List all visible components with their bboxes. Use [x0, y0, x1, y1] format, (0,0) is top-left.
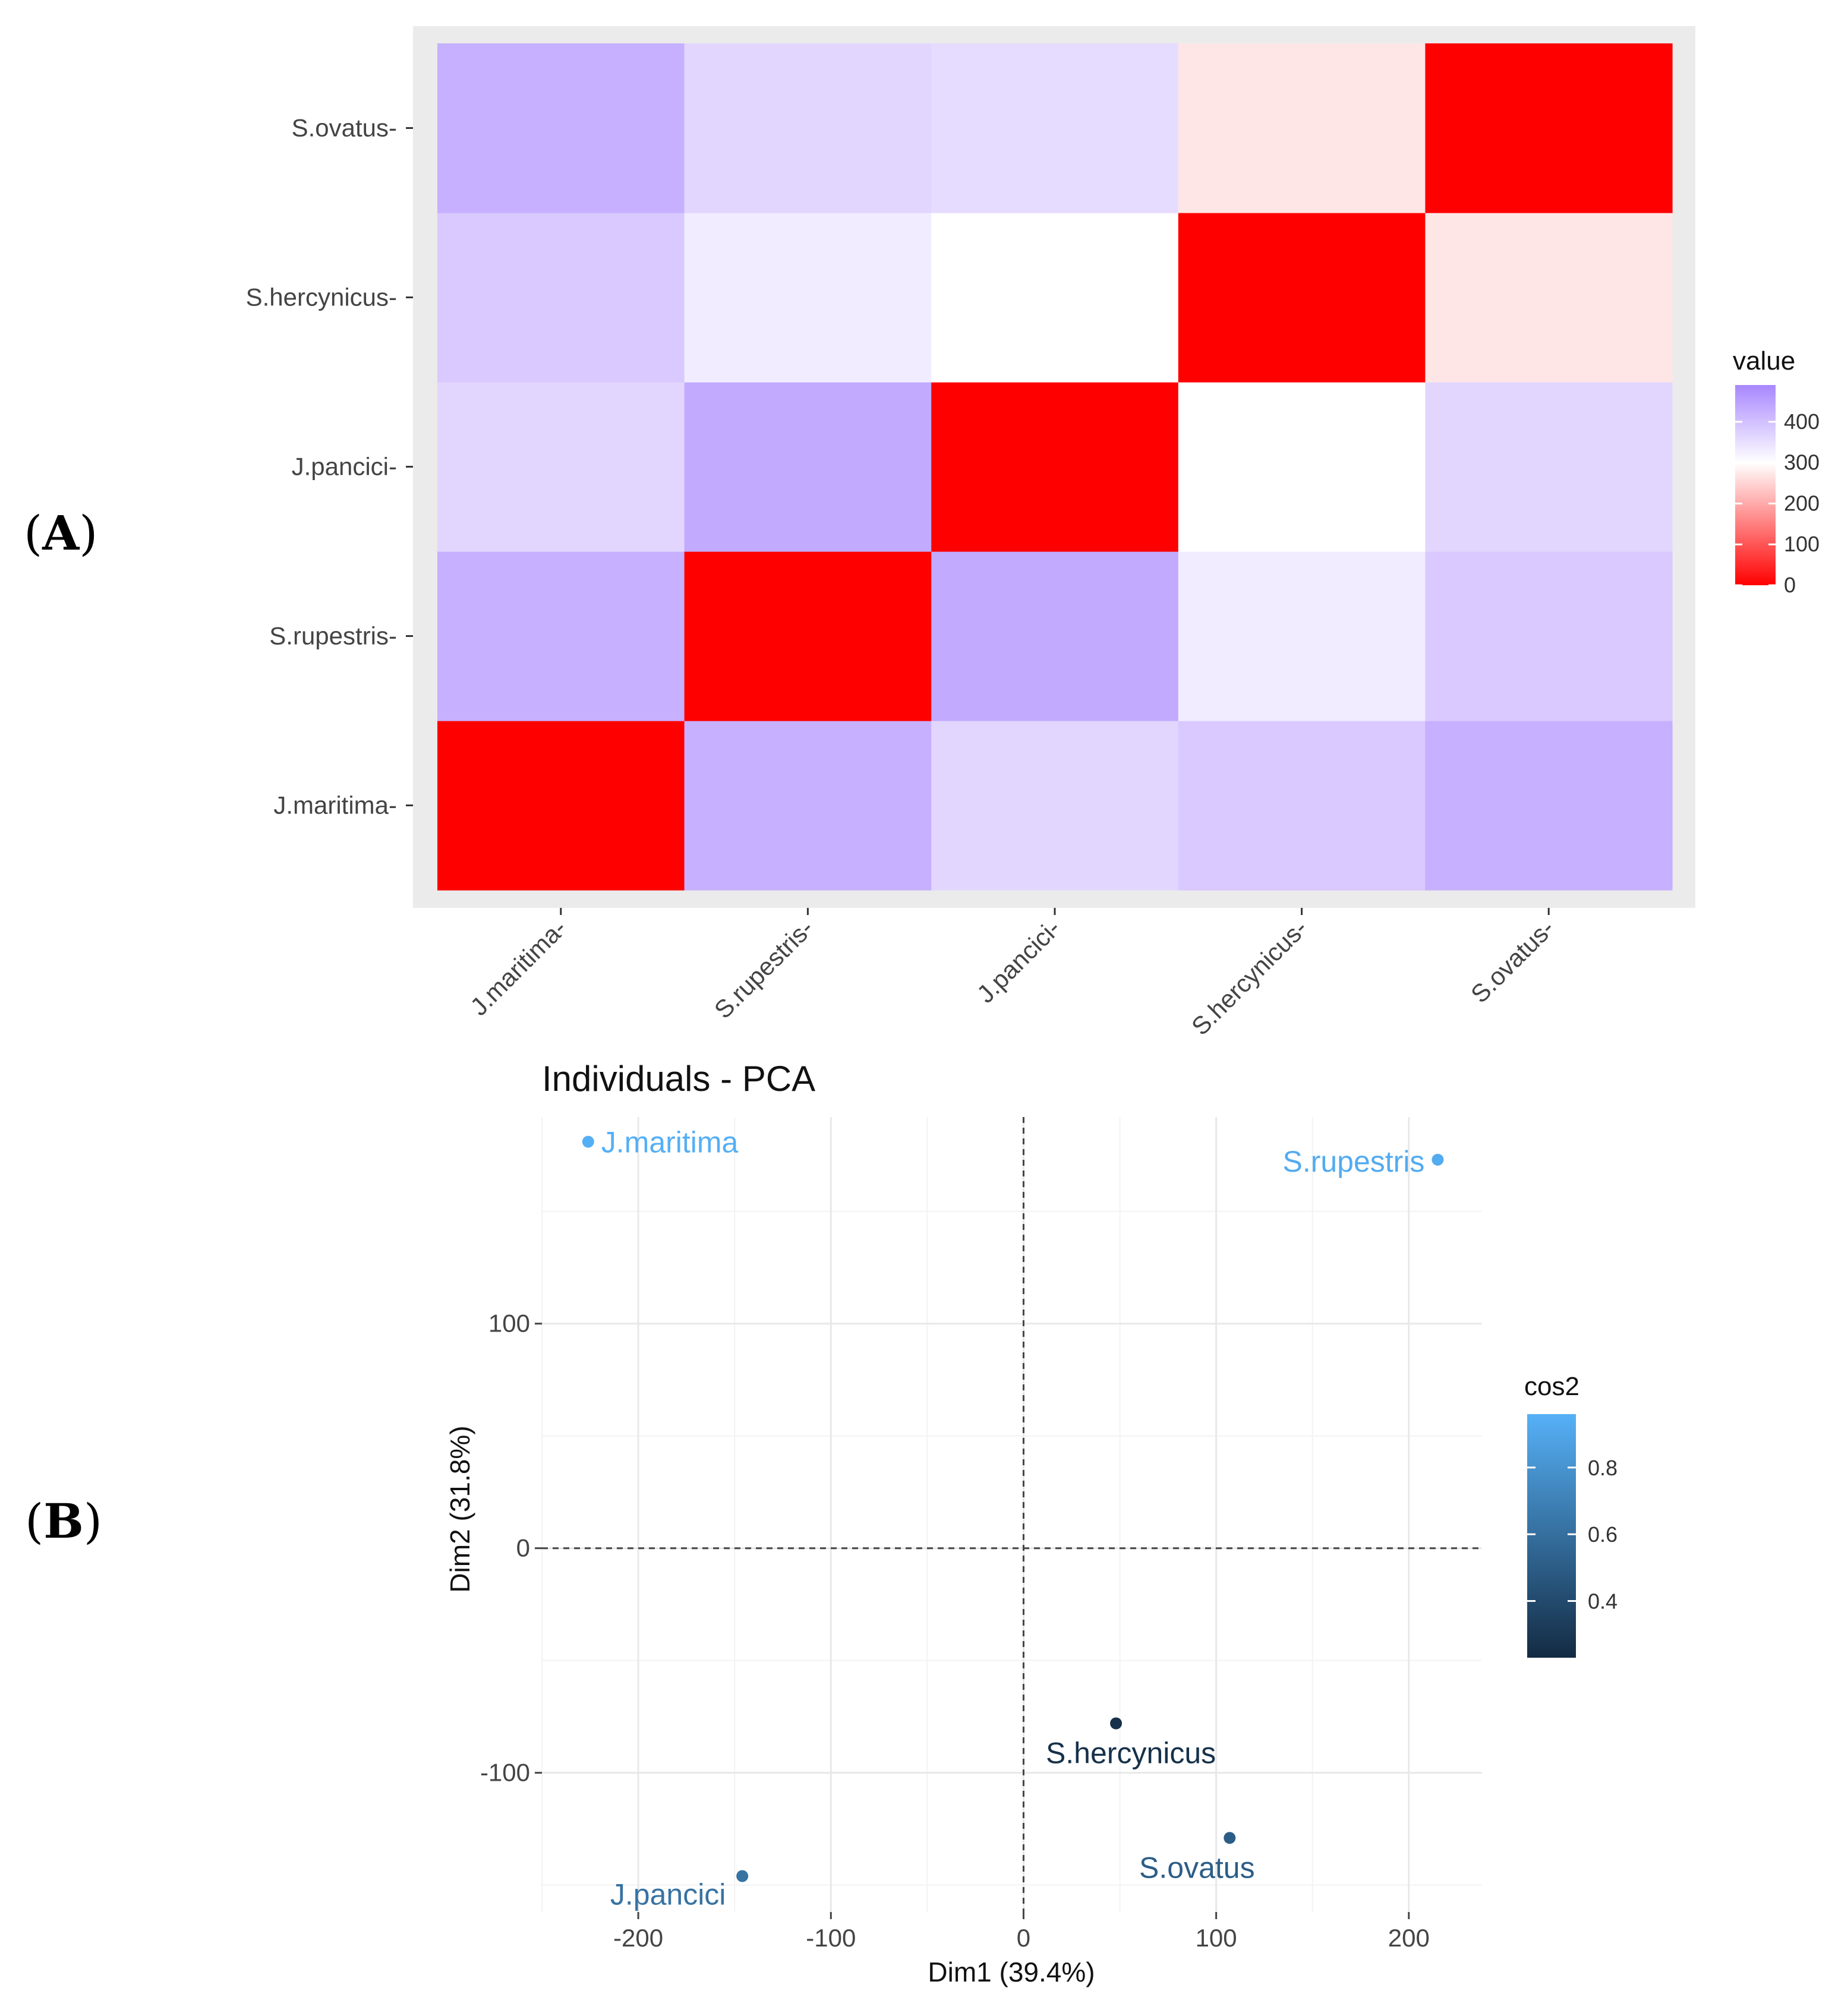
pca-point [1432, 1153, 1444, 1166]
pca-y-tick-label: -100 [480, 1759, 530, 1787]
pca-legend: cos2 0.8 0.6 0.4 [1524, 1372, 1618, 1658]
heatmap-cell [1178, 551, 1426, 721]
heatmap-cell [1178, 213, 1426, 383]
heatmap-cell [437, 551, 685, 721]
heatmap-cell [1425, 721, 1673, 891]
pca-axes: -200 -100 0 100 200 100 0 -100 [480, 1310, 1430, 1952]
heatmap-cell [931, 382, 1179, 552]
heatmap-y-axis: J.maritima- S.rupestris- J.pancici- S.hercy… [246, 114, 413, 819]
panel-a-letter: A [42, 505, 80, 561]
pca-legend-title: cos2 [1524, 1372, 1579, 1401]
heatmap-legend-tick-label: 300 [1784, 450, 1820, 475]
heatmap-legend-tick-label: 0 [1784, 573, 1796, 597]
pca-points: J.maritima S.rupestris S.hercynicus S.ovatu… [582, 1126, 1444, 1911]
pca-point-label: S.hercynicus [1046, 1737, 1216, 1770]
heatmap-y-tick-label: J.pancici- [292, 453, 397, 481]
heatmap-legend-tick-label: 100 [1784, 532, 1820, 556]
pca-y-tick-label: 100 [488, 1310, 530, 1337]
heatmap-cell [1425, 551, 1673, 721]
pca-point [582, 1135, 594, 1148]
heatmap-x-tick-label: J.pancici- [972, 914, 1066, 1008]
heatmap-chart: J.maritima- S.rupestris- J.pancici- S.hercy… [246, 26, 1820, 1040]
pca-x-tick-label: -100 [806, 1924, 856, 1952]
pca-point [1224, 1832, 1236, 1844]
heatmap-cell [684, 721, 932, 891]
pca-point-label: S.rupestris [1282, 1145, 1424, 1178]
heatmap-y-tick-label: J.maritima- [273, 791, 397, 819]
heatmap-x-tick-label: S.hercynicus- [1186, 914, 1313, 1040]
pca-legend-tick-label: 0.6 [1588, 1522, 1618, 1547]
heatmap-cell [1425, 382, 1673, 552]
heatmap-legend: value 400 300 200 100 0 [1733, 346, 1820, 597]
heatmap-y-tick-label: S.ovatus- [292, 114, 397, 142]
heatmap-cell [1178, 721, 1426, 891]
pca-x-tick-label: 200 [1388, 1924, 1430, 1952]
heatmap-cell [931, 43, 1179, 213]
pca-x-tick-label: 100 [1196, 1924, 1237, 1952]
pca-y-tick-label: 0 [516, 1534, 530, 1562]
pca-point-label: S.ovatus [1139, 1851, 1255, 1884]
heatmap-legend-tick-label: 200 [1784, 491, 1820, 515]
pca-point [1110, 1717, 1123, 1730]
heatmap-cell [684, 551, 932, 721]
heatmap-legend-title: value [1733, 346, 1795, 376]
heatmap-x-tick-label: J.maritima- [465, 914, 572, 1021]
pca-title: Individuals - PCA [542, 1059, 815, 1099]
pca-x-tick-label: -200 [613, 1924, 663, 1952]
pca-point-label: J.maritima [601, 1126, 739, 1159]
heatmap-cell [437, 382, 685, 552]
pca-legend-colorbar [1527, 1414, 1576, 1658]
heatmap-cell [1425, 43, 1673, 213]
panel-a-label: (A) [24, 505, 98, 561]
heatmap-cell [1178, 43, 1426, 213]
heatmap-cells [437, 43, 1673, 891]
heatmap-cell [437, 43, 685, 213]
pca-point [736, 1870, 749, 1882]
panel-b-label: (B) [25, 1493, 102, 1549]
heatmap-cell [931, 213, 1179, 383]
pca-y-axis-title: Dim2 (31.8%) [444, 1425, 475, 1592]
heatmap-cell [437, 721, 685, 891]
heatmap-x-tick-label: S.rupestris- [709, 914, 819, 1024]
heatmap-cell [1425, 213, 1673, 383]
heatmap-y-tick-label: S.hercynicus- [246, 283, 397, 311]
pca-x-tick-label: 0 [1017, 1924, 1030, 1952]
pca-legend-tick-label: 0.4 [1588, 1589, 1618, 1614]
heatmap-cell [684, 213, 932, 383]
heatmap-legend-tick-label: 400 [1784, 409, 1820, 434]
panel-b-letter: B [43, 1493, 84, 1549]
heatmap-cell [684, 382, 932, 552]
heatmap-y-tick-label: S.rupestris- [269, 622, 397, 650]
heatmap-cell [684, 43, 932, 213]
pca-grid [541, 1117, 1482, 1912]
pca-x-axis-title: Dim1 (39.4%) [928, 1957, 1095, 1987]
pca-chart: Individuals - PCA -200 -100 0 100 200 100 0 -10… [444, 1059, 1618, 1987]
heatmap-cell [437, 213, 685, 383]
heatmap-x-axis: J.maritima- S.rupestris- J.pancici- S.hercy… [465, 908, 1560, 1040]
heatmap-cell [931, 721, 1179, 891]
heatmap-cell [931, 551, 1179, 721]
heatmap-legend-colorbar [1735, 385, 1776, 585]
heatmap-x-tick-label: S.ovatus- [1465, 914, 1560, 1008]
pca-legend-tick-label: 0.8 [1588, 1456, 1618, 1480]
heatmap-cell [1178, 382, 1426, 552]
pca-point-label: J.pancici [610, 1878, 726, 1911]
